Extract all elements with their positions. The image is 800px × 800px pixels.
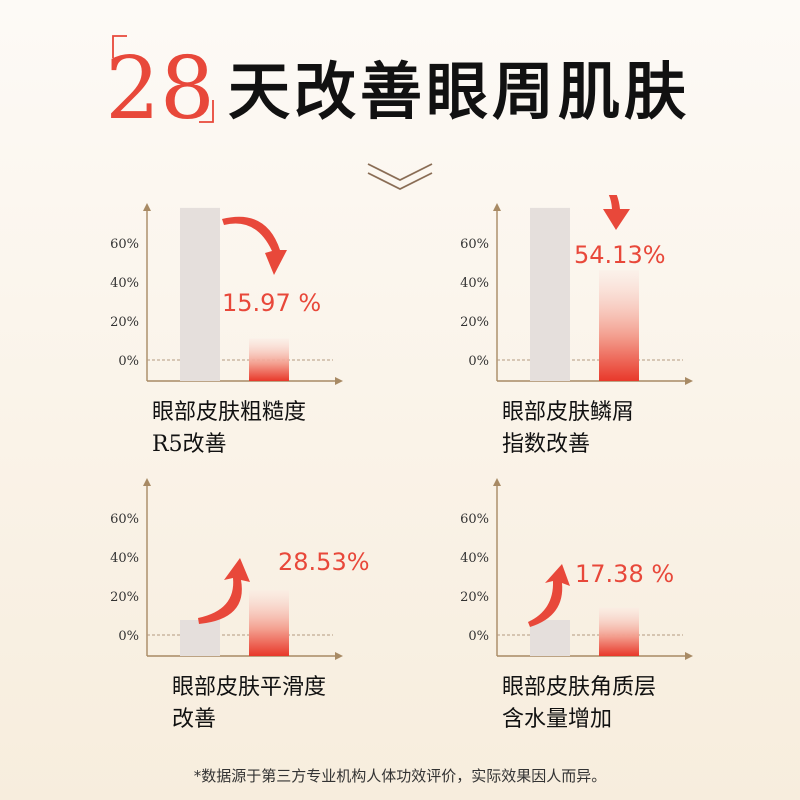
- chart-1: 60% 40% 20% 0% 15.97 % 眼部皮肤粗糙度 R5改善: [110, 203, 343, 457]
- y-axis-arrow-icon: [143, 203, 151, 211]
- bar-after: [599, 607, 639, 656]
- y-tick-label: 20%: [110, 590, 139, 605]
- curved-arrow-up-icon: [528, 564, 570, 627]
- chart-caption: 含水量增加: [502, 707, 612, 732]
- page-header: 28 天改善眼周肌肤: [105, 35, 690, 191]
- double-chevron-down-icon: [367, 163, 433, 191]
- chart-caption: 眼部皮肤粗糙度: [152, 400, 306, 425]
- value-label: 17.38 %: [575, 560, 674, 588]
- y-tick-label: 20%: [460, 590, 489, 605]
- x-axis-arrow-icon: [335, 377, 343, 385]
- header-title: 天改善眼周肌肤: [228, 55, 690, 128]
- bar-before: [180, 620, 220, 656]
- y-tick-label: 0%: [118, 629, 139, 644]
- chart-caption: R5改善: [152, 432, 227, 457]
- y-axis-arrow-icon: [493, 478, 501, 486]
- y-tick-label: 20%: [110, 315, 139, 330]
- bracket-top-left: [112, 35, 127, 58]
- x-axis-arrow-icon: [335, 652, 343, 660]
- value-label: 15.97 %: [222, 289, 321, 317]
- bar-before: [530, 620, 570, 656]
- chart-caption: 眼部皮肤平滑度: [172, 675, 326, 700]
- y-tick-label: 0%: [468, 629, 489, 644]
- x-axis-arrow-icon: [685, 377, 693, 385]
- chart-caption: 眼部皮肤鳞屑: [502, 400, 634, 425]
- y-axis-arrow-icon: [493, 203, 501, 211]
- y-tick-label: 20%: [460, 315, 489, 330]
- y-tick-label: 40%: [460, 551, 489, 566]
- header-number: 28: [105, 39, 214, 139]
- footnote: *数据源于第三方专业机构人体功效评价，实际效果因人而异。: [193, 767, 607, 785]
- y-tick-label: 40%: [110, 276, 139, 291]
- y-tick-label: 60%: [460, 237, 489, 252]
- value-label: 54.13%: [574, 241, 666, 269]
- bracket-bottom-right: [199, 100, 214, 123]
- y-tick-label: 0%: [468, 354, 489, 369]
- bar-before: [530, 207, 570, 381]
- bar-before: [180, 207, 220, 381]
- y-tick-label: 60%: [460, 512, 489, 527]
- curved-arrow-down-icon: [603, 195, 630, 230]
- bar-after: [249, 590, 289, 656]
- value-label: 28.53%: [278, 548, 370, 576]
- bar-after: [249, 338, 289, 381]
- chart-caption: 改善: [172, 707, 216, 732]
- y-tick-label: 60%: [110, 237, 139, 252]
- chart-caption: 眼部皮肤角质层: [502, 675, 656, 700]
- bar-after: [599, 270, 639, 381]
- y-axis-arrow-icon: [143, 478, 151, 486]
- curved-arrow-down-icon: [222, 216, 287, 275]
- curved-arrow-up-icon: [198, 558, 250, 624]
- x-axis-arrow-icon: [685, 652, 693, 660]
- y-tick-label: 60%: [110, 512, 139, 527]
- y-tick-label: 40%: [460, 276, 489, 291]
- y-tick-label: 40%: [110, 551, 139, 566]
- chart-caption: 指数改善: [502, 432, 590, 457]
- y-tick-label: 0%: [118, 354, 139, 369]
